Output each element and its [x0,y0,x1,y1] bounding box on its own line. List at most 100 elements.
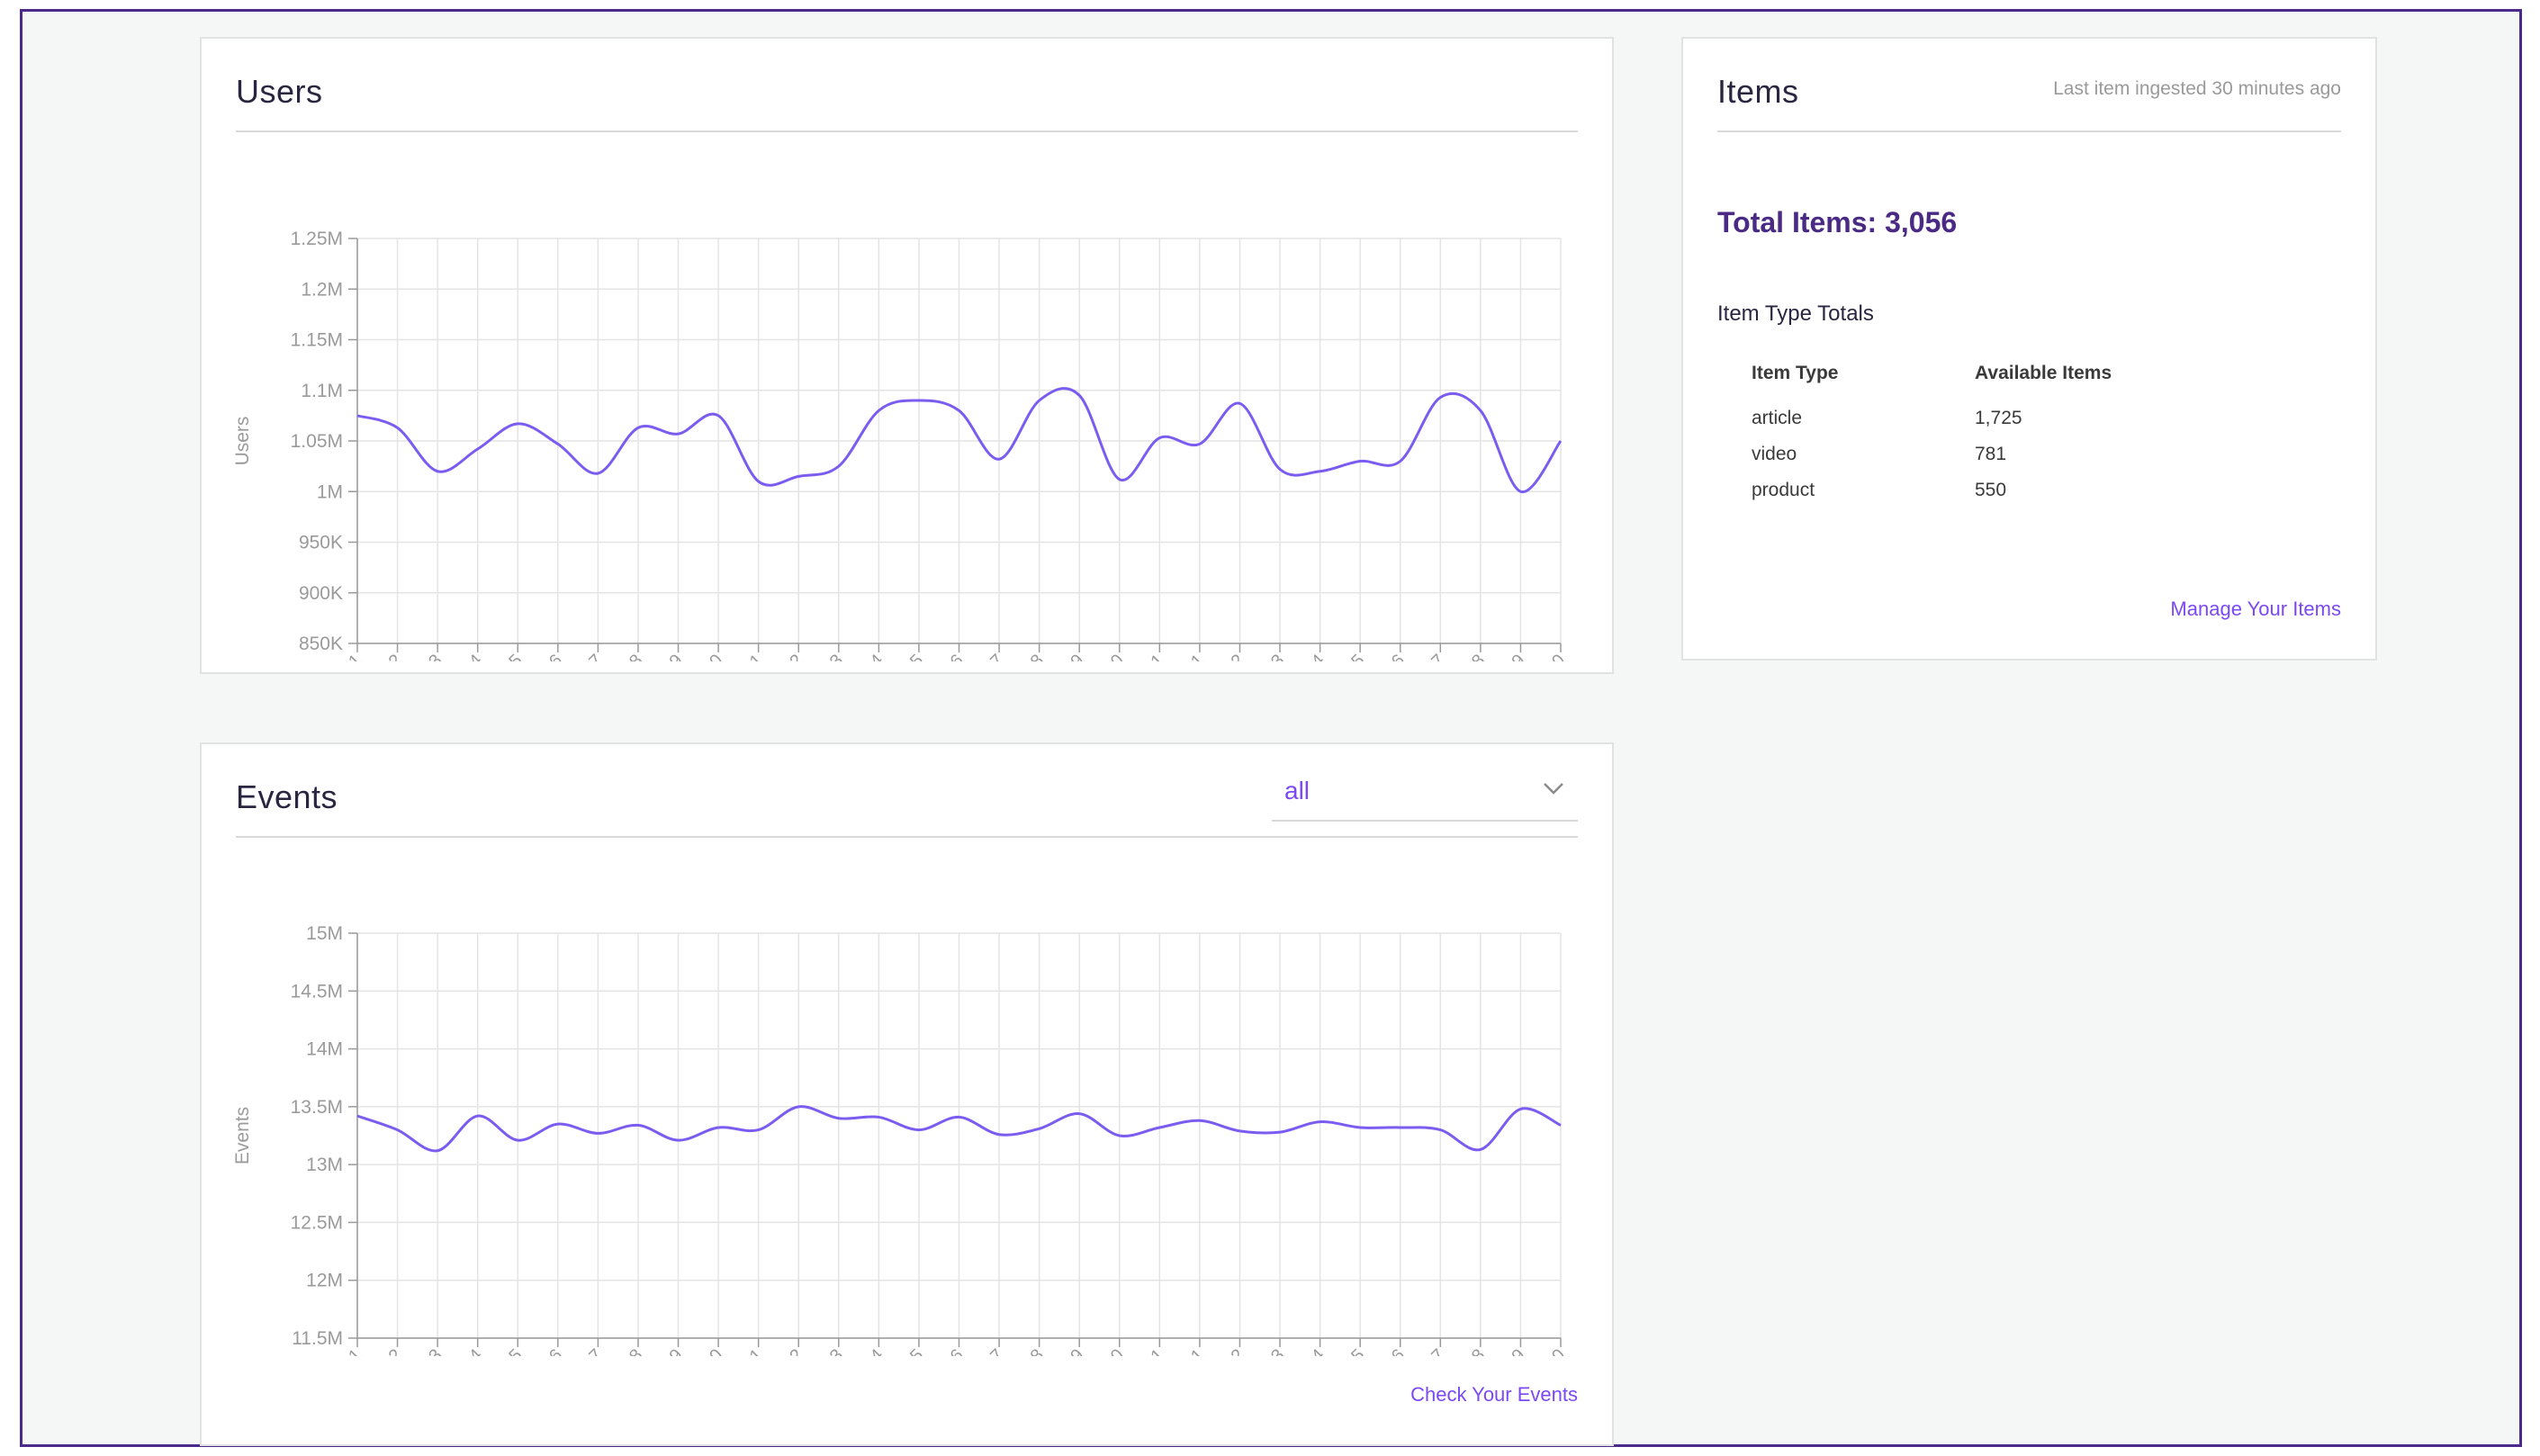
x-tick-label: 10-14 [440,651,487,661]
x-tick-label: 11-7 [1410,1345,1449,1356]
last-ingested-note: Last item ingested 30 minutes ago [2053,78,2341,99]
x-tick-label: 10-27 [961,1345,1008,1356]
y-tick-label: 850K [299,634,343,654]
x-tick-label: 10-23 [801,1345,848,1356]
items-card-header: Items Last item ingested 30 minutes ago [1717,39,2341,132]
x-tick-label: 10-20 [680,1345,727,1356]
x-tick-label: 11-4 [1290,1345,1329,1356]
x-tick-label: 10-29 [1041,651,1088,661]
y-tick-label: 1M [317,481,343,502]
users-card: Users 850K 900K 950K 1M 1.05M 1.1M 1.15M 1.2M 1.… [200,37,1614,674]
x-tick-label: 11-1 [1170,651,1209,661]
event-type-dropdown[interactable]: all [1272,764,1578,822]
table-cell-type: video [1752,444,1797,464]
y-tick-label: 15M [306,923,343,944]
x-tick-label: 10-13 [400,651,446,661]
x-tick-label: 10-26 [921,1345,968,1356]
x-tick-label: 11-8 [1451,1345,1490,1356]
x-tick-label: 11-1 [1170,1345,1209,1356]
x-tick-label: 10-19 [640,1345,687,1356]
users-chart: 850K 900K 950K 1M 1.05M 1.1M 1.15M 1.2M 1.25M 10-… [232,229,1570,661]
items-card-title: Items [1717,73,1799,110]
x-tick-label: 11-9 [1491,1345,1529,1356]
event-type-dropdown-value: all [1284,777,1311,804]
x-tick-label: 11-5 [1330,1345,1369,1356]
x-tick-label: 10-30 [1082,651,1129,661]
x-tick-label: 10-31 [1121,651,1168,661]
table-cell-count: 781 [1975,444,2007,464]
x-tick-label: 10-24 [841,651,887,661]
x-tick-label: 10-20 [680,651,727,661]
x-tick-label: 10-31 [1121,1345,1168,1356]
x-tick-label: 11-10 [1524,651,1570,661]
x-tick-label: 10-21 [720,651,767,661]
x-tick-label: 10-28 [1001,1345,1048,1356]
table-cell-type: article [1752,408,1803,428]
manage-your-items-link[interactable]: Manage Your Items [2170,598,2341,620]
item-type-table: Item Type Available Items article 1,725 … [1752,363,2198,516]
x-tick-label: 10-30 [1082,1345,1129,1356]
events-chart: 11.5M12M12.5M13M13.5M14M14.5M15M10-1110-… [232,923,1570,1356]
y-tick-label: 1.2M [301,279,343,300]
x-tick-label: 10-16 [520,1345,567,1356]
x-tick-label: 10-17 [560,651,607,661]
y-tick-label: 12.5M [291,1212,343,1233]
x-tick-label: 10-22 [761,651,807,661]
x-tick-label: 10-25 [881,651,928,661]
chevron-down-icon [1544,783,1563,795]
x-tick-label: 11-6 [1370,1345,1409,1356]
x-tick-label: 11-9 [1491,651,1529,661]
y-tick-label: 1.15M [291,330,343,351]
x-tick-label: 10-15 [480,1345,527,1356]
y-axis-title: Events [232,1107,253,1164]
table-row: product 550 [1752,480,2198,516]
x-tick-label: 10-17 [560,1345,607,1356]
x-tick-label: 11-6 [1370,651,1409,661]
users-card-title: Users [236,73,323,110]
x-tick-label: 10-27 [961,651,1008,661]
x-tick-label: 10-12 [359,651,406,661]
y-tick-label: 1.25M [291,229,343,249]
table-row: video 781 [1752,444,2198,480]
x-tick-label: 10-16 [520,651,567,661]
x-tick-label: 11-10 [1524,1345,1570,1356]
x-tick-label: 10-26 [921,651,968,661]
check-your-events-link[interactable]: Check Your Events [1410,1383,1578,1406]
y-tick-label: 14M [306,1039,343,1060]
x-tick-label: 11-2 [1210,1345,1248,1356]
total-items: Total Items: 3,056 [1717,206,1958,238]
y-tick-label: 13.5M [291,1097,343,1118]
y-tick-label: 900K [299,583,343,604]
item-type-totals-heading: Item Type Totals [1717,301,1874,326]
y-axis-title: Users [232,417,253,466]
table-cell-count: 1,725 [1975,408,2022,428]
x-tick-label: 10-24 [841,1345,887,1356]
users-card-header: Users [236,39,1578,132]
x-tick-label: 10-14 [440,1345,487,1356]
x-tick-label: 11-3 [1250,651,1289,661]
table-cell-type: product [1752,480,1815,500]
events-card-header: Events all [236,744,1578,838]
table-cell-count: 550 [1975,480,2007,500]
x-tick-label: 10-22 [761,1345,807,1356]
series-line [356,387,1563,493]
x-tick-label: 11-3 [1250,1345,1289,1356]
y-tick-label: 1.05M [291,431,343,452]
x-tick-label: 10-18 [600,651,647,661]
y-tick-label: 14.5M [291,981,343,1002]
x-tick-label: 11-5 [1330,651,1369,661]
y-tick-label: 11.5M [292,1328,343,1349]
x-tick-label: 10-15 [480,651,527,661]
x-tick-label: 11-2 [1210,651,1248,661]
x-tick-label: 11-8 [1451,651,1490,661]
x-tick-label: 10-19 [640,651,687,661]
x-tick-label: 10-28 [1001,651,1048,661]
chart-plot: 11.5M12M12.5M13M13.5M14M14.5M15M10-1110-… [232,923,1570,1356]
x-tick-label: 11-4 [1290,651,1329,661]
x-tick-label: 10-29 [1041,1345,1088,1356]
column-header-item-type: Item Type [1752,363,1839,383]
table-header-row: Item Type Available Items [1752,363,2198,408]
column-header-available-items: Available Items [1975,363,2112,383]
table-row: article 1,725 [1752,408,2198,444]
y-tick-label: 12M [306,1271,343,1291]
